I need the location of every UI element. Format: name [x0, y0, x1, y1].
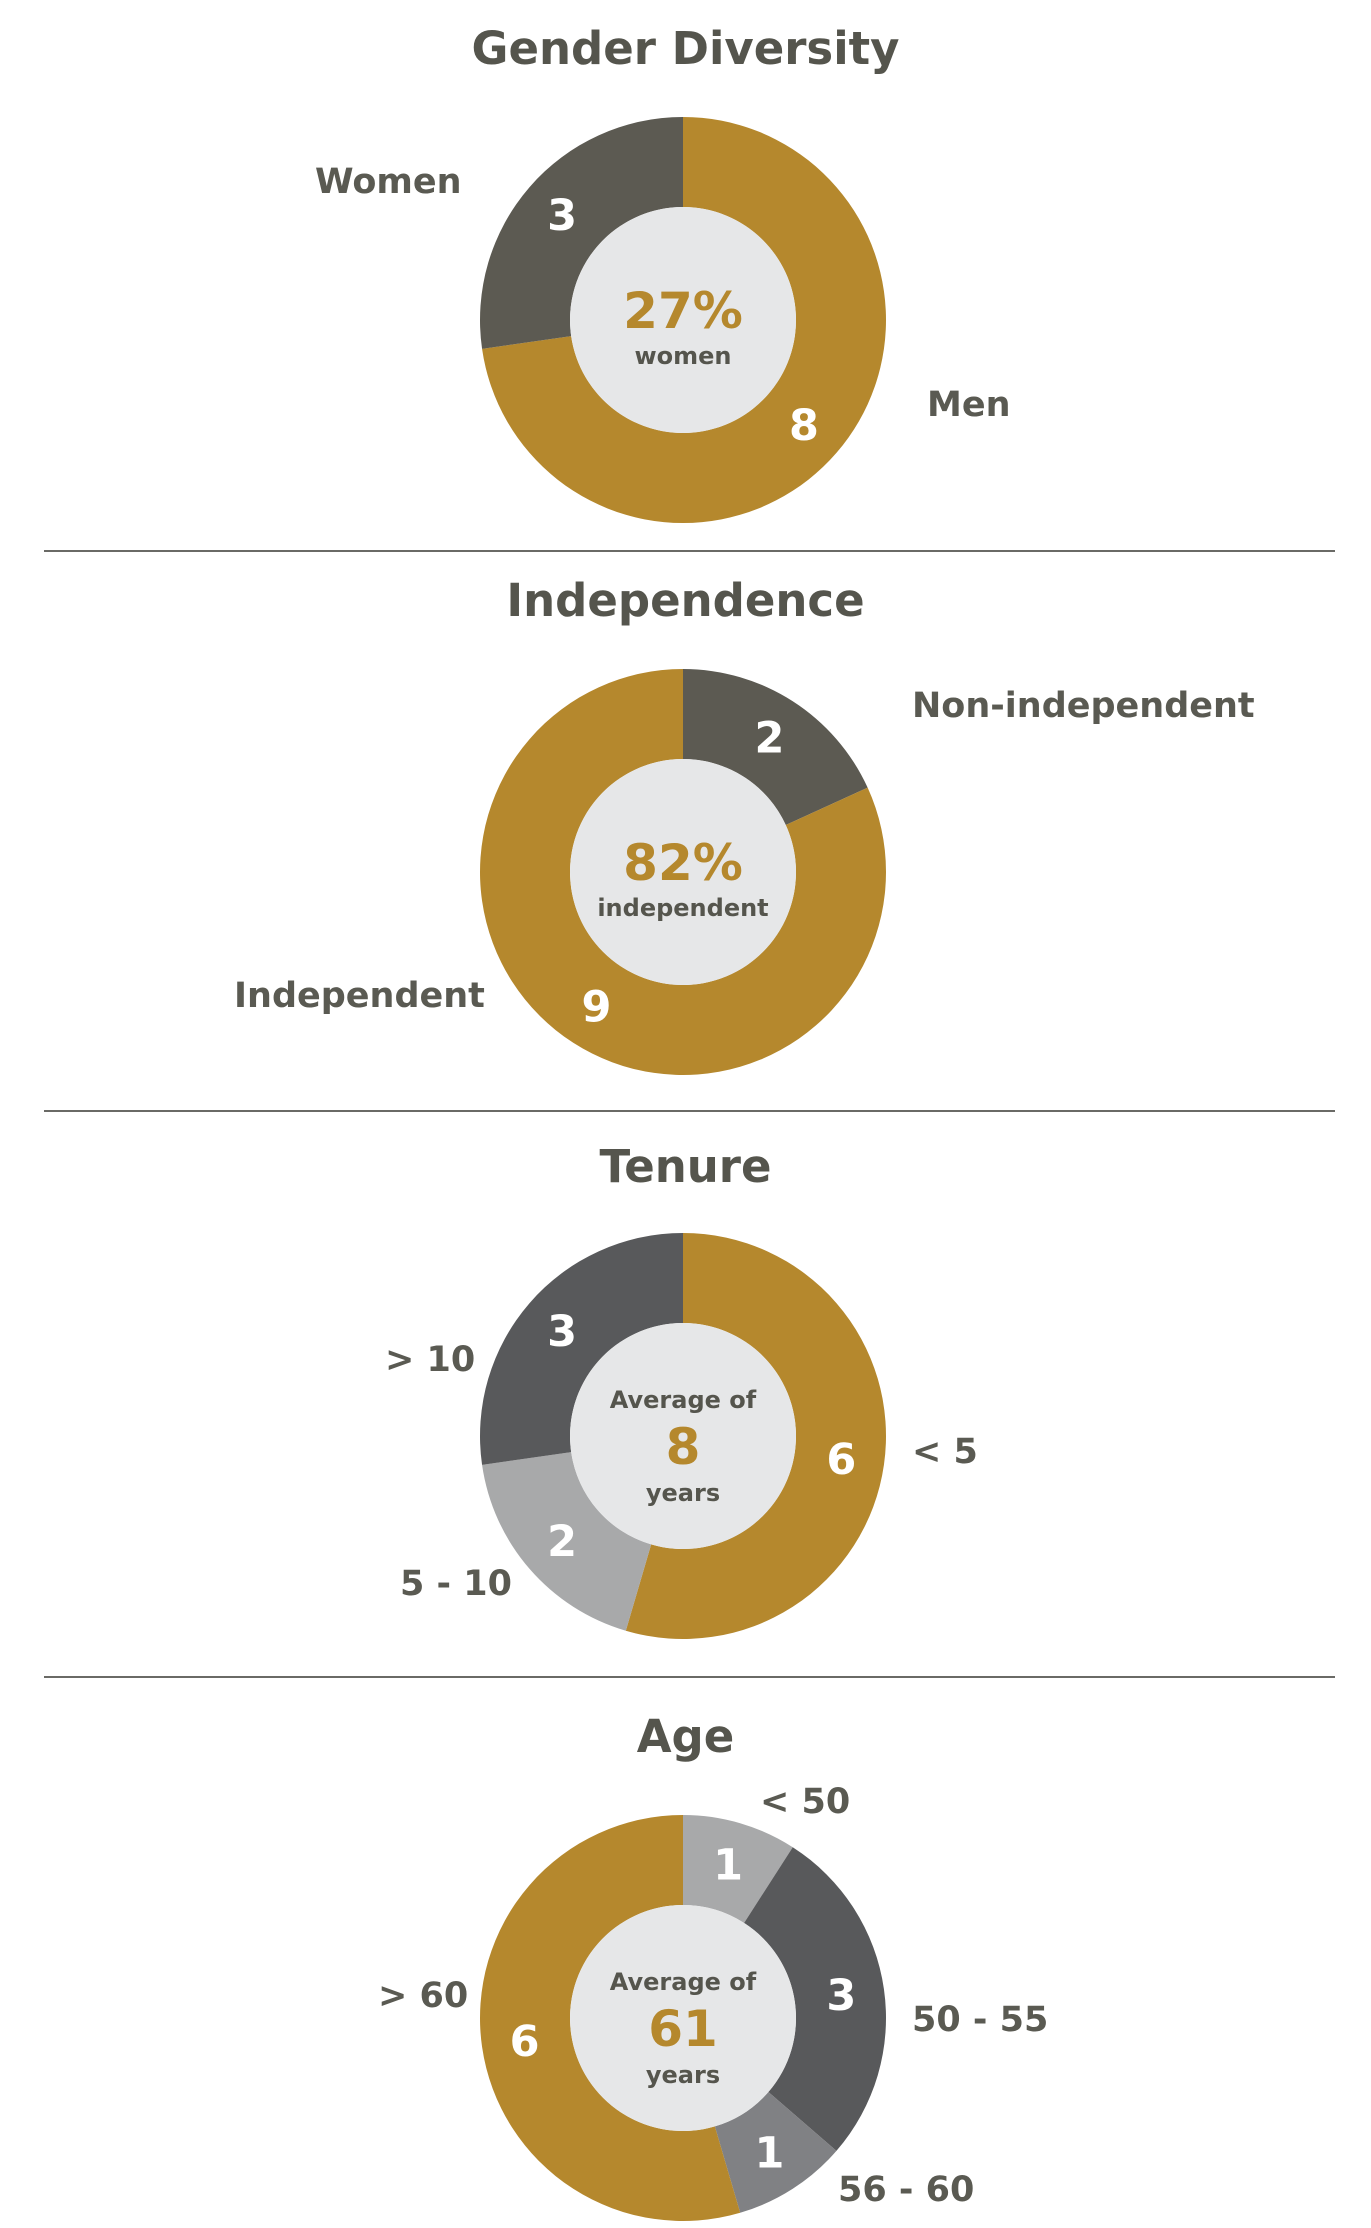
center-value: 27% — [623, 282, 743, 340]
center-label: women — [634, 342, 731, 370]
slice-5-10 — [482, 1452, 652, 1631]
center-label-top: Average of — [610, 1968, 757, 1996]
slice-value-50: 1 — [713, 1840, 743, 1890]
donut-center — [570, 207, 796, 433]
center-label-bottom: years — [646, 2061, 720, 2089]
slice-value-5: 6 — [826, 1435, 856, 1485]
slice-value-5-10: 2 — [547, 1517, 577, 1567]
donut-chart-independence: 2 9 82%independent — [480, 669, 886, 1075]
legend-label-women: Women — [315, 162, 462, 202]
slice-10 — [480, 1233, 683, 1465]
legend-label-lt5: < 5 — [912, 1432, 978, 1472]
divider-2 — [44, 1110, 1335, 1112]
donut-chart-tenure: 6 2 3 Average of 8 years — [480, 1233, 887, 1639]
donut-chart-gender: 8 3 27%women — [480, 117, 886, 523]
donut-chart-age: 1 3 1 6 Average of 61 years — [479, 1815, 886, 2221]
center-label-bottom: years — [646, 1479, 720, 1507]
slice-value-10: 3 — [547, 1307, 577, 1357]
legend-label-gt60: > 60 — [378, 1976, 469, 2016]
donut-center — [570, 759, 796, 985]
donut-center — [570, 1905, 796, 2131]
divider-1 — [44, 550, 1335, 552]
slice-value-50-55: 3 — [826, 1971, 856, 2021]
slice-value-60: 6 — [510, 2017, 540, 2067]
donut-center — [570, 1323, 796, 1549]
legend-label-gt10: > 10 — [385, 1340, 476, 1380]
center-value: 8 — [666, 1418, 701, 1476]
slice-value-women: 3 — [547, 191, 577, 241]
slice-non-independent — [683, 669, 868, 826]
slice-50 — [683, 1815, 793, 1923]
center-label: independent — [597, 894, 768, 922]
slice-value-non-independent: 2 — [755, 713, 785, 763]
center-label-top: Average of — [610, 1386, 757, 1414]
slice-women — [480, 117, 683, 349]
slice-value-56-60: 1 — [755, 2129, 785, 2179]
legend-label-non-independent: Non-independent — [912, 686, 1255, 726]
chart-title-tenure: Tenure — [599, 1140, 772, 1193]
slice-value-independent: 9 — [582, 983, 612, 1033]
divider-3 — [44, 1676, 1335, 1678]
slice-value-men: 8 — [789, 401, 819, 451]
center-value: 61 — [648, 2000, 718, 2058]
slice-5 — [625, 1233, 887, 1639]
slice-independent — [480, 669, 886, 1075]
slice-56-60 — [714, 2091, 837, 2213]
legend-label-50-55: 50 - 55 — [912, 2000, 1049, 2040]
chart-title-age: Age — [636, 1710, 735, 1763]
slice-men — [482, 117, 886, 523]
legend-label-5-10: 5 - 10 — [400, 1564, 512, 1604]
chart-title-independence: Independence — [506, 574, 865, 627]
slice-50-55 — [744, 1847, 886, 2151]
chart-title-gender: Gender Diversity — [471, 22, 900, 75]
legend-label-men: Men — [927, 385, 1011, 425]
center-value: 82% — [623, 834, 743, 892]
legend-label-56-60: 56 - 60 — [838, 2170, 975, 2210]
legend-label-independent: Independent — [234, 976, 485, 1016]
slice-60 — [479, 1815, 741, 2221]
legend-label-lt50: < 50 — [760, 1782, 851, 1822]
